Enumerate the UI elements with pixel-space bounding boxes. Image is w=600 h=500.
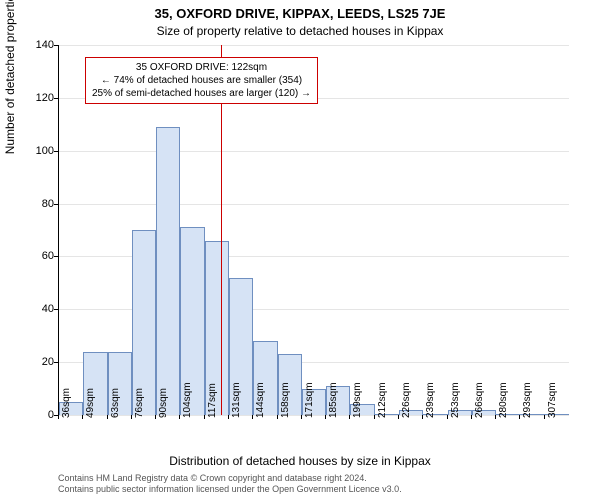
chart-footer: Contains HM Land Registry data © Crown c…	[58, 473, 402, 496]
grid-line	[59, 151, 569, 152]
x-tick-mark	[544, 415, 545, 419]
y-axis-label: Number of detached properties	[3, 0, 17, 154]
x-tick-mark	[374, 415, 375, 419]
chart-title-sub: Size of property relative to detached ho…	[0, 24, 600, 38]
footer-line-2: Contains public sector information licen…	[58, 484, 402, 496]
annotation-box: 35 OXFORD DRIVE: 122sqm← 74% of detached…	[85, 57, 318, 104]
y-tick-label: 40	[24, 303, 54, 315]
footer-line-1: Contains HM Land Registry data © Crown c…	[58, 473, 402, 485]
x-tick-mark	[301, 415, 302, 419]
y-tick-label: 80	[24, 198, 54, 210]
y-tick-mark	[54, 98, 58, 99]
x-tick-mark	[349, 415, 350, 419]
y-tick-label: 120	[24, 92, 54, 104]
x-tick-mark	[228, 415, 229, 419]
x-tick-mark	[447, 415, 448, 419]
y-tick-label: 0	[24, 409, 54, 421]
y-tick-label: 100	[24, 145, 54, 157]
grid-line	[59, 45, 569, 46]
y-tick-label: 20	[24, 356, 54, 368]
x-tick-mark	[495, 415, 496, 419]
y-tick-mark	[54, 309, 58, 310]
y-tick-mark	[54, 45, 58, 46]
annotation-line-1: 35 OXFORD DRIVE: 122sqm	[92, 61, 311, 74]
histogram-bar	[156, 127, 180, 415]
y-tick-mark	[54, 362, 58, 363]
x-tick-mark	[155, 415, 156, 419]
x-tick-mark	[58, 415, 59, 419]
y-tick-label: 60	[24, 250, 54, 262]
x-tick-mark	[519, 415, 520, 419]
x-axis-label: Distribution of detached houses by size …	[0, 454, 600, 468]
x-tick-mark	[471, 415, 472, 419]
x-tick-mark	[252, 415, 253, 419]
x-tick-mark	[277, 415, 278, 419]
x-tick-mark	[107, 415, 108, 419]
x-tick-mark	[325, 415, 326, 419]
x-tick-mark	[131, 415, 132, 419]
y-tick-mark	[54, 256, 58, 257]
y-tick-mark	[54, 151, 58, 152]
chart-title-main: 35, OXFORD DRIVE, KIPPAX, LEEDS, LS25 7J…	[0, 6, 600, 21]
x-tick-mark	[422, 415, 423, 419]
plot-area: 35 OXFORD DRIVE: 122sqm← 74% of detached…	[58, 45, 569, 416]
x-tick-mark	[204, 415, 205, 419]
y-tick-mark	[54, 204, 58, 205]
y-tick-label: 140	[24, 39, 54, 51]
x-tick-mark	[398, 415, 399, 419]
grid-line	[59, 204, 569, 205]
annotation-line-2: ← 74% of detached houses are smaller (35…	[92, 74, 311, 87]
annotation-line-3: 25% of semi-detached houses are larger (…	[92, 87, 311, 100]
chart-container: 35, OXFORD DRIVE, KIPPAX, LEEDS, LS25 7J…	[0, 0, 600, 500]
x-tick-mark	[179, 415, 180, 419]
x-tick-mark	[82, 415, 83, 419]
